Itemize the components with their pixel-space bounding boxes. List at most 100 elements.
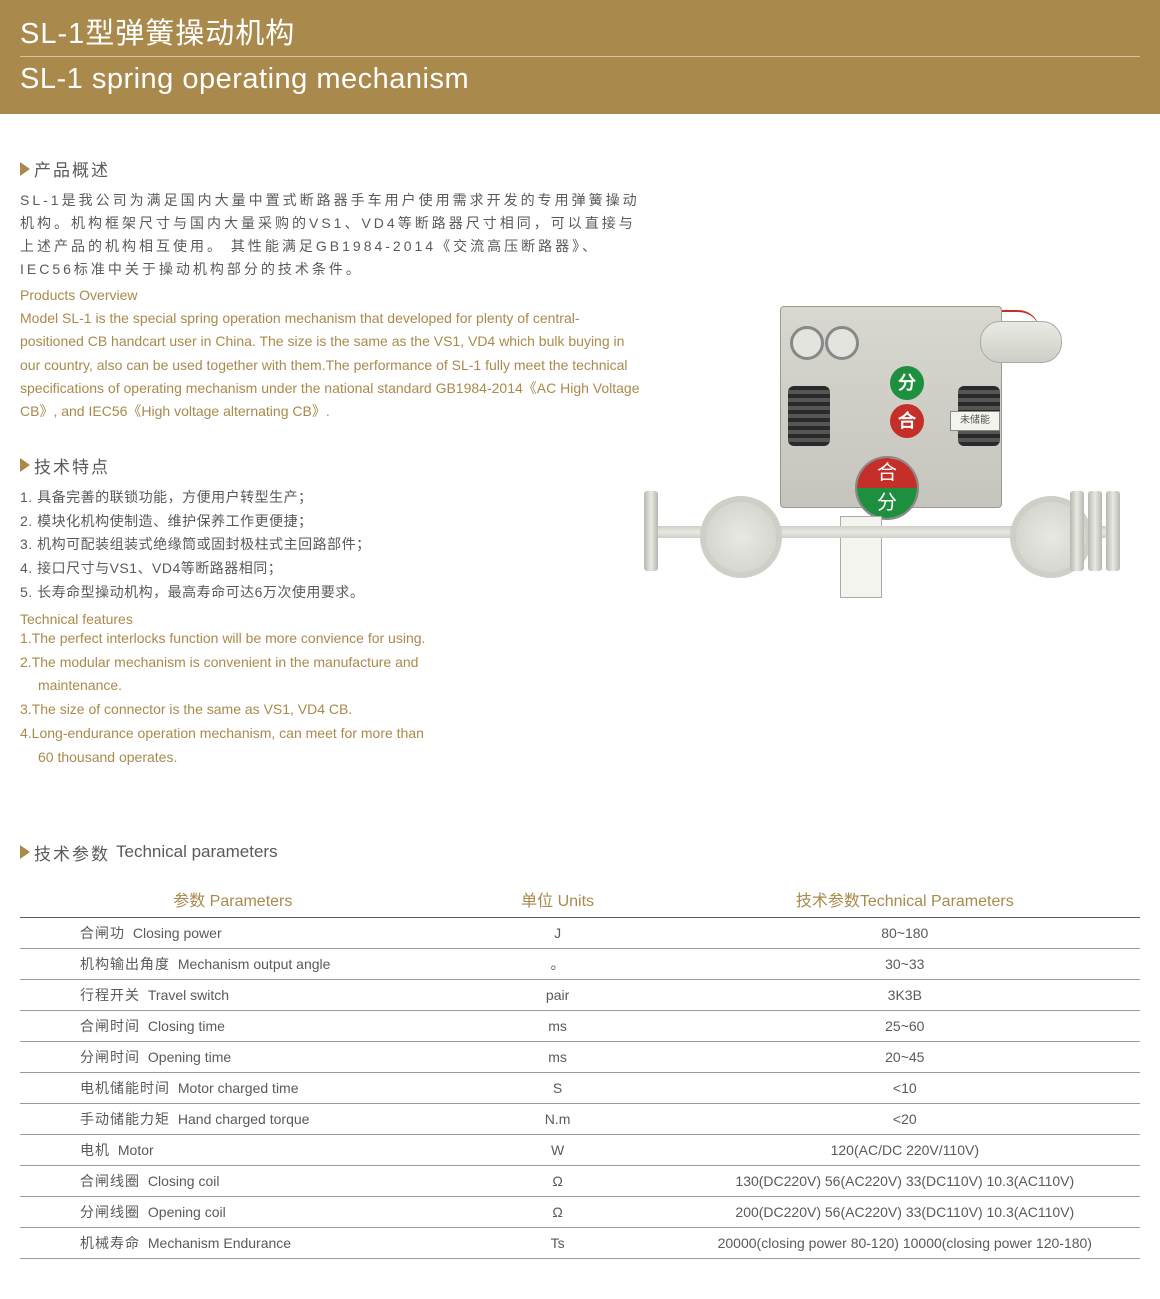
triangle-icon xyxy=(20,458,30,472)
flange-left xyxy=(700,496,782,578)
insulator-disc xyxy=(1088,491,1102,571)
param-name-cell: 行程开关 Travel switch xyxy=(20,979,446,1010)
table-row: 合闸线圈 Closing coilΩ130(DC220V) 56(AC220V)… xyxy=(20,1165,1140,1196)
table-row: 电机 MotorW120(AC/DC 220V/110V) xyxy=(20,1134,1140,1165)
table-column-header: 单位 Units xyxy=(446,881,670,918)
param-value-cell: 30~33 xyxy=(670,948,1140,979)
feature-item-cn: 5. 长寿命型操动机构，最高寿命可达6万次使用要求。 xyxy=(20,581,640,605)
feature-item-cn: 4. 接口尺寸与VS1、VD4等断路器相同； xyxy=(20,557,640,581)
param-name-cell: 电机储能时间 Motor charged time xyxy=(20,1072,446,1103)
param-unit-cell: J xyxy=(446,917,670,948)
table-row: 机械寿命 Mechanism EnduranceTs20000(closing … xyxy=(20,1227,1140,1258)
illustration-column: 分 合 未储能 合 分 xyxy=(640,156,1140,770)
insulator-disc xyxy=(1070,491,1084,571)
overview-body-cn: SL-1是我公司为满足国内大量中置式断路器手车用户使用需求开发的专用弹簧操动机构… xyxy=(20,189,640,281)
feature-item-en: 60 thousand operates. xyxy=(20,746,640,770)
param-value-cell: <20 xyxy=(670,1103,1140,1134)
param-unit-cell: 。 xyxy=(446,948,670,979)
table-row: 机构输出角度 Mechanism output angle。30~33 xyxy=(20,948,1140,979)
param-value-cell: 130(DC220V) 56(AC220V) 33(DC110V) 10.3(A… xyxy=(670,1165,1140,1196)
close-open-indicator: 合 分 xyxy=(855,456,919,520)
table-row: 分闸时间 Opening timems20~45 xyxy=(20,1041,1140,1072)
table-column-header: 技术参数Technical Parameters xyxy=(670,881,1140,918)
param-unit-cell: pair xyxy=(446,979,670,1010)
table-row: 手动储能力矩 Hand charged torqueN.m<20 xyxy=(20,1103,1140,1134)
param-name-cell: 合闸时间 Closing time xyxy=(20,1010,446,1041)
param-name-cell: 机构输出角度 Mechanism output angle xyxy=(20,948,446,979)
param-unit-cell: W xyxy=(446,1134,670,1165)
params-heading-cn: 技术参数 xyxy=(34,840,110,865)
feature-item-en: 2.The modular mechanism is convenient in… xyxy=(20,651,640,675)
table-body: 合闸功 Closing powerJ80~180机构输出角度 Mechanism… xyxy=(20,917,1140,1258)
content-area: 产品概述 SL-1是我公司为满足国内大量中置式断路器手车用户使用需求开发的专用弹… xyxy=(0,116,1160,780)
gear-icon xyxy=(790,326,824,360)
features-heading: 技术特点 xyxy=(20,453,640,478)
param-value-cell: 3K3B xyxy=(670,979,1140,1010)
feature-item-en: maintenance. xyxy=(20,674,640,698)
overview-heading-en: Products Overview xyxy=(20,287,640,303)
parameters-section: 技术参数 Technical parameters 参数 Parameters单… xyxy=(0,780,1160,1299)
overview-heading-cn: 产品概述 xyxy=(34,156,110,181)
overview-heading: 产品概述 xyxy=(20,156,640,181)
param-value-cell: 25~60 xyxy=(670,1010,1140,1041)
param-name-cell: 合闸功 Closing power xyxy=(20,917,446,948)
triangle-icon xyxy=(20,845,30,859)
features-heading-en: Technical features xyxy=(20,611,640,627)
param-unit-cell: ms xyxy=(446,1010,670,1041)
title-en: SL-1 spring operating mechanism xyxy=(20,63,1140,96)
parameters-heading: 技术参数 Technical parameters xyxy=(20,840,1140,865)
feature-item-en: 1.The perfect interlocks function will b… xyxy=(20,627,640,651)
table-row: 电机储能时间 Motor charged timeS<10 xyxy=(20,1072,1140,1103)
product-illustration: 分 合 未储能 合 分 xyxy=(640,266,1120,626)
param-unit-cell: S xyxy=(446,1072,670,1103)
params-heading-en: Technical parameters xyxy=(116,842,278,862)
features-heading-cn: 技术特点 xyxy=(34,453,110,478)
feature-item-cn: 2. 模块化机构使制造、维护保养工作更便捷； xyxy=(20,510,640,534)
param-unit-cell: N.m xyxy=(446,1103,670,1134)
parameters-table: 参数 Parameters单位 Units技术参数Technical Param… xyxy=(20,881,1140,1259)
param-name-cell: 电机 Motor xyxy=(20,1134,446,1165)
param-name-cell: 手动储能力矩 Hand charged torque xyxy=(20,1103,446,1134)
triangle-icon xyxy=(20,162,30,176)
param-value-cell: 80~180 xyxy=(670,917,1140,948)
page-header: SL-1型弹簧操动机构 SL-1 spring operating mechan… xyxy=(0,0,1160,116)
table-column-header: 参数 Parameters xyxy=(20,881,446,918)
features-list-en: 1.The perfect interlocks function will b… xyxy=(20,627,640,770)
param-name-cell: 合闸线圈 Closing coil xyxy=(20,1165,446,1196)
open-badge: 分 xyxy=(890,366,924,400)
param-name-cell: 分闸线圈 Opening coil xyxy=(20,1196,446,1227)
gear-icon xyxy=(825,326,859,360)
feature-item-en: 4.Long-endurance operation mechanism, ca… xyxy=(20,722,640,746)
spring-left xyxy=(788,386,830,446)
param-name-cell: 机械寿命 Mechanism Endurance xyxy=(20,1227,446,1258)
param-unit-cell: Ts xyxy=(446,1227,670,1258)
features-list-cn: 1. 具备完善的联锁功能，方便用户转型生产；2. 模块化机构使制造、维护保养工作… xyxy=(20,486,640,605)
table-row: 行程开关 Travel switchpair3K3B xyxy=(20,979,1140,1010)
insulator-disc xyxy=(1106,491,1120,571)
param-value-cell: 120(AC/DC 220V/110V) xyxy=(670,1134,1140,1165)
charge-status-label: 未储能 xyxy=(950,411,1000,431)
table-row: 合闸时间 Closing timems25~60 xyxy=(20,1010,1140,1041)
indicator-open: 分 xyxy=(857,488,917,518)
feature-item-cn: 3. 机构可配装组装式绝缘筒或固封极柱式主回路部件； xyxy=(20,533,640,557)
table-header-row: 参数 Parameters单位 Units技术参数Technical Param… xyxy=(20,881,1140,918)
overview-body-en: Model SL-1 is the special spring operati… xyxy=(20,307,640,422)
feature-item-en: 3.The size of connector is the same as V… xyxy=(20,698,640,722)
param-value-cell: 20~45 xyxy=(670,1041,1140,1072)
table-row: 分闸线圈 Opening coilΩ200(DC220V) 56(AC220V)… xyxy=(20,1196,1140,1227)
text-column: 产品概述 SL-1是我公司为满足国内大量中置式断路器手车用户使用需求开发的专用弹… xyxy=(20,156,640,770)
param-value-cell: 200(DC220V) 56(AC220V) 33(DC110V) 10.3(A… xyxy=(670,1196,1140,1227)
title-cn: SL-1型弹簧操动机构 xyxy=(20,10,1140,52)
param-unit-cell: ms xyxy=(446,1041,670,1072)
header-divider xyxy=(20,56,1140,57)
param-value-cell: <10 xyxy=(670,1072,1140,1103)
param-unit-cell: Ω xyxy=(446,1196,670,1227)
motor xyxy=(980,321,1062,363)
table-row: 合闸功 Closing powerJ80~180 xyxy=(20,917,1140,948)
close-badge: 合 xyxy=(890,404,924,438)
param-value-cell: 20000(closing power 80-120) 10000(closin… xyxy=(670,1227,1140,1258)
feature-item-cn: 1. 具备完善的联锁功能，方便用户转型生产； xyxy=(20,486,640,510)
insulator-disc xyxy=(644,491,658,571)
param-unit-cell: Ω xyxy=(446,1165,670,1196)
param-name-cell: 分闸时间 Opening time xyxy=(20,1041,446,1072)
